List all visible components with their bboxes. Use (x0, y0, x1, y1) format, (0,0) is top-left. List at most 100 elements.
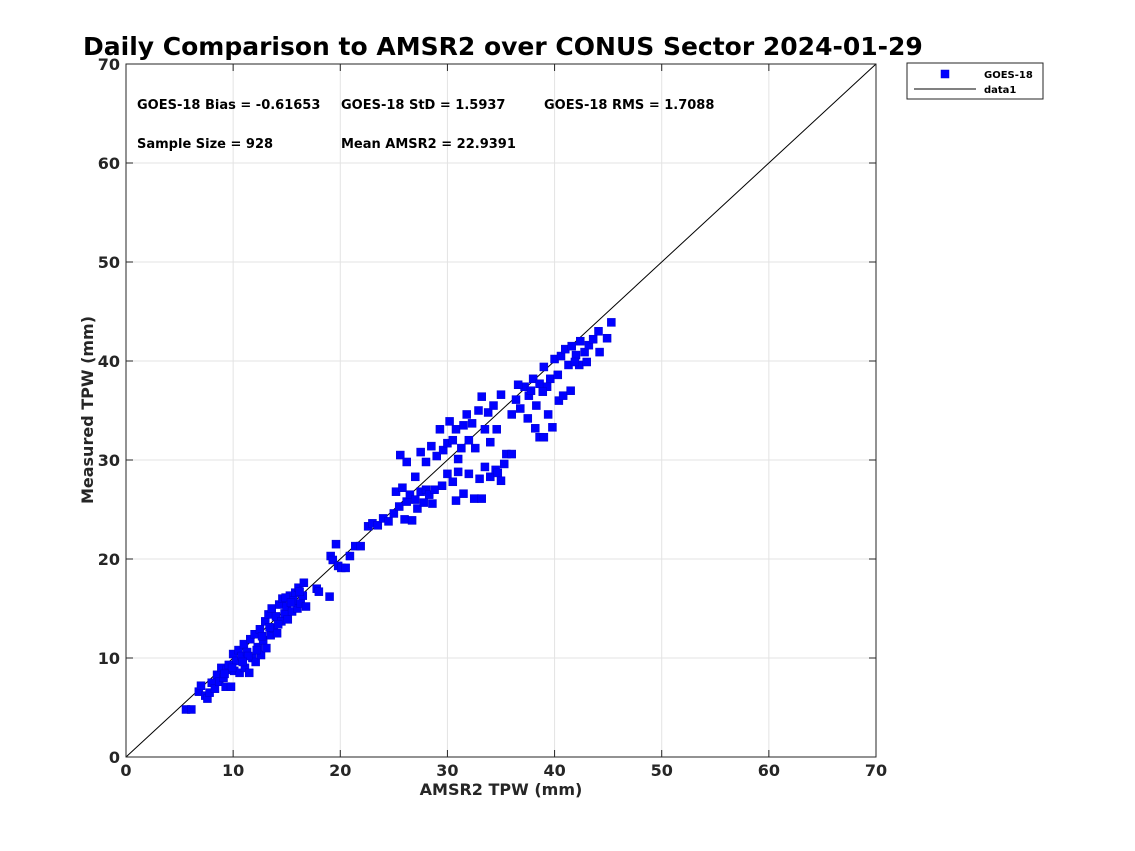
data-point (538, 387, 548, 396)
data-point (226, 682, 236, 691)
data-point (567, 341, 576, 351)
data-point (548, 423, 557, 432)
data-point (543, 410, 553, 419)
data-point (295, 587, 304, 596)
data-point (516, 404, 525, 413)
data-point (467, 419, 477, 428)
data-point (493, 468, 503, 478)
data-point (526, 386, 536, 395)
annotation-std: GOES-18 StD = 1.5937 (341, 98, 505, 113)
x-tick-label: 30 (436, 761, 458, 780)
data-point (507, 410, 516, 419)
y-tick-label: 70 (98, 55, 120, 74)
data-point (528, 374, 538, 384)
y-tick-label: 60 (98, 154, 120, 173)
data-point (299, 578, 309, 588)
x-axis-label: AMSR2 TPW (mm) (420, 780, 583, 799)
data-point (511, 395, 521, 404)
data-point (451, 425, 461, 434)
data-point (556, 351, 566, 361)
data-point (407, 516, 417, 525)
data-point (252, 645, 261, 655)
data-point (267, 604, 276, 613)
data-point (373, 521, 383, 530)
data-point (244, 668, 254, 678)
data-point (256, 650, 266, 660)
data-point (398, 483, 407, 492)
data-point (475, 474, 484, 484)
data-point (580, 347, 589, 357)
data-point (187, 705, 196, 714)
data-point (220, 669, 229, 679)
data-point (594, 327, 603, 336)
axes-box (125, 63, 877, 758)
data-point (602, 333, 612, 343)
data-point (532, 401, 541, 410)
data-point (474, 406, 483, 415)
data-point (576, 336, 585, 346)
data-point (424, 490, 434, 499)
tick-labels: 0 10 20 30 40 50 60 70 0 10 20 30 40 50 60 70 (98, 55, 887, 780)
data-point (438, 445, 448, 455)
data-point (471, 443, 480, 453)
data-point (539, 362, 549, 372)
annotation-rms: GOES-18 RMS = 1.7088 (544, 98, 714, 113)
data-point (301, 602, 311, 611)
data-point (554, 396, 564, 405)
data-point (437, 481, 447, 490)
data-point (453, 454, 463, 464)
data-point (492, 425, 501, 434)
data-point (432, 451, 441, 461)
data-point (405, 490, 415, 499)
legend-label-goes18: GOES-18 (984, 70, 1033, 81)
data-point (283, 615, 293, 624)
data-point (570, 357, 580, 367)
data-point (400, 515, 409, 524)
data-point (451, 496, 461, 505)
data-point (558, 391, 568, 400)
data-point (314, 587, 324, 596)
data-point (265, 623, 274, 632)
data-point (595, 347, 604, 357)
data-point (453, 467, 463, 477)
data-point (469, 494, 479, 503)
data-point (243, 651, 253, 661)
y-tick-label: 0 (109, 748, 120, 767)
data-point (566, 386, 575, 395)
data-point (443, 469, 452, 479)
data-point (331, 539, 341, 549)
data-point (227, 663, 237, 673)
x-tick-label: 50 (651, 761, 673, 780)
data-point (384, 517, 393, 526)
data-point (345, 551, 355, 561)
data-point (480, 462, 490, 472)
data-point (513, 380, 523, 390)
y-tick-label: 10 (98, 649, 120, 668)
data-point (546, 374, 555, 384)
data-point (464, 469, 474, 479)
data-point (396, 450, 405, 460)
x-tick-label: 20 (329, 761, 351, 780)
y-axis-label: Measured TPW (mm) (78, 316, 97, 504)
data-point (411, 495, 420, 504)
data-point (210, 684, 220, 693)
data-point (281, 593, 290, 602)
data-point (477, 392, 486, 401)
data-point (459, 489, 468, 498)
data-point (356, 541, 365, 551)
annotation-bias: GOES-18 Bias = -0.61653 (137, 98, 320, 113)
data-point (389, 509, 399, 518)
data-point (462, 410, 471, 419)
data-point (416, 447, 425, 457)
data-point (421, 457, 431, 467)
data-point (262, 643, 271, 653)
y-tick-label: 20 (98, 550, 120, 569)
data-point (413, 504, 422, 513)
data-point (489, 401, 498, 410)
x-tick-label: 70 (865, 761, 887, 780)
data-point (430, 485, 439, 494)
data-point (588, 334, 598, 344)
data-point (523, 414, 533, 423)
data-point (251, 657, 260, 667)
y-tick-label: 40 (98, 352, 120, 371)
